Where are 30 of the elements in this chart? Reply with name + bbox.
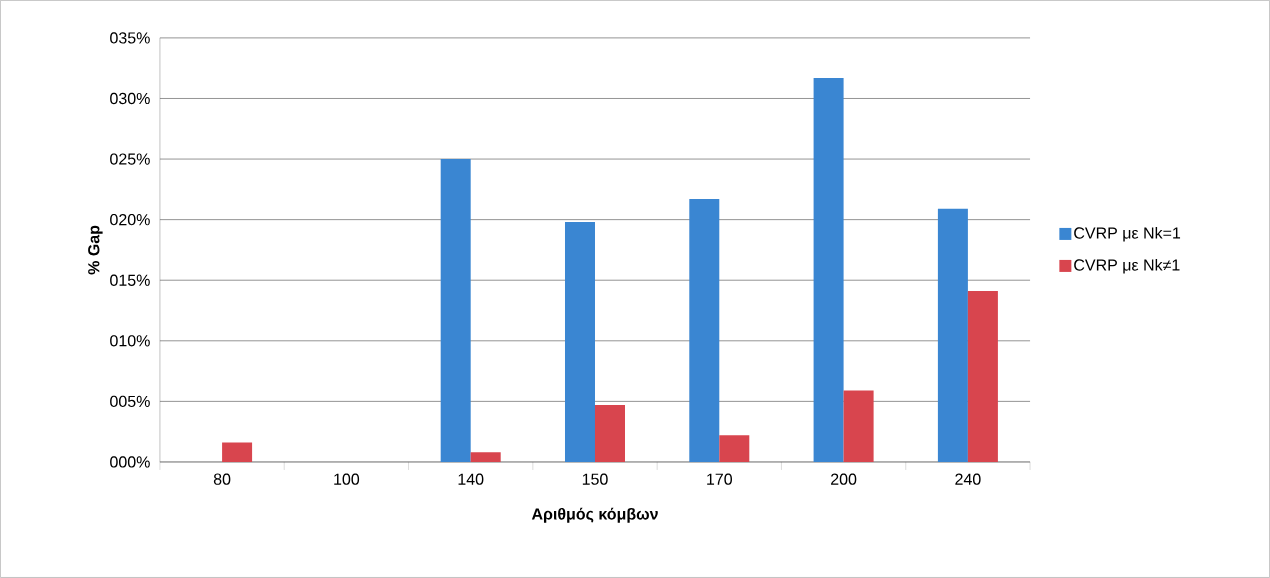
- y-tick-label: 015%: [110, 274, 150, 286]
- y-tick-label: 035%: [110, 32, 150, 44]
- legend-label: CVRP με Nk=1: [1074, 227, 1181, 242]
- bar: [470, 452, 501, 463]
- y-tick-label: 005%: [110, 395, 150, 408]
- x-tick-label: 240: [955, 473, 981, 485]
- bar: [843, 390, 874, 463]
- bar: [689, 199, 720, 463]
- x-axis-title: Αριθμός κόμβων: [531, 507, 658, 523]
- bar: [719, 435, 750, 463]
- y-tick-label: 010%: [110, 335, 150, 347]
- bar: [937, 208, 968, 463]
- bar: [967, 291, 998, 463]
- bar: [594, 405, 625, 463]
- bar: [222, 442, 253, 463]
- x-tick-label: 80: [213, 473, 231, 485]
- x-tick-label: 140: [458, 473, 484, 485]
- y-tick-label: 025%: [110, 153, 150, 165]
- x-tick-label: 150: [582, 473, 608, 485]
- legend-label: CVRP με Nk≠1: [1074, 259, 1180, 274]
- y-tick-label: 030%: [110, 92, 150, 105]
- y-tick-label: 000%: [110, 456, 150, 468]
- x-tick-label: 100: [334, 473, 360, 485]
- x-tick-label: 200: [831, 473, 857, 485]
- y-axis-title: % Gap: [88, 225, 103, 275]
- bar: [813, 77, 844, 463]
- bar: [564, 222, 595, 463]
- y-tick-label: 020%: [110, 214, 150, 226]
- bar: [440, 159, 471, 463]
- x-tick-label: 170: [707, 473, 733, 485]
